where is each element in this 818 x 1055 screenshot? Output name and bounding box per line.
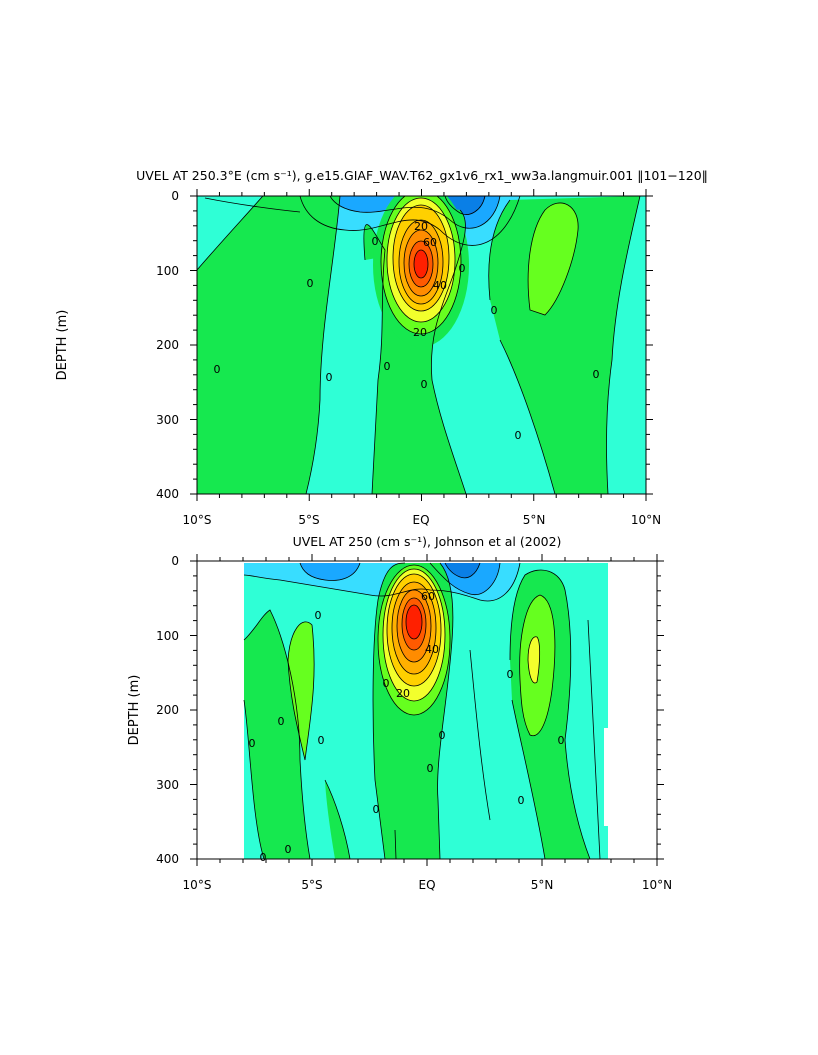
panel-2-x-tick-label: 10°N (642, 878, 672, 892)
panel-2-contour-label: 0 (373, 803, 380, 816)
panel-1-title: UVEL AT 250.3°E (cm s⁻¹), g.e15.GIAF_WAV… (136, 168, 708, 183)
panel-1-x-axis: 10°S 5°S EQ 5°N 10°N (183, 513, 662, 527)
panel-1-contour-label: 40 (433, 279, 447, 292)
panel-2-contour-label: 0 (558, 734, 565, 747)
panel-1-contour-label: 0 (326, 371, 333, 384)
panel-2-contour-label: 0 (518, 794, 525, 807)
panel-1: UVEL AT 250.3°E (cm s⁻¹), g.e15.GIAF_WAV… (55, 168, 708, 527)
panel-2-contour-lines (243, 562, 601, 859)
panel-2-y-tick-label: 400 (156, 852, 179, 866)
panel-1-contour-labels: 20 60 40 20 0 0 0 0 0 0 0 0 0 0 (214, 220, 600, 442)
panel-2-y-axis: 0 100 200 300 400 DEPTH (m) (127, 554, 179, 866)
panel-1-contour-field (197, 196, 646, 494)
panel-1-north-lobe (528, 202, 579, 315)
panel-1-contour-label: 0 (372, 235, 379, 248)
panel-1-contour-label: 0 (593, 368, 600, 381)
panel-1-contour-lines (197, 196, 641, 494)
panel-2-contour-label: 40 (425, 643, 439, 656)
panel-1-contour-label: 0 (307, 277, 314, 290)
panel-2-westward-band-2 (300, 563, 360, 581)
panel-2-jet-core (378, 565, 450, 715)
panel-1-contour-label: 20 (413, 326, 427, 339)
panel-2-y-tick-label: 200 (156, 703, 179, 717)
panel-2-contour-label: 0 (318, 734, 325, 747)
panel-2-contour-label: 0 (315, 609, 322, 622)
panel-1-ticks (190, 189, 653, 501)
panel-2-contour-field (197, 561, 657, 859)
panel-1-contour-label: 20 (414, 220, 428, 233)
panel-2-x-tick-label: 5°N (531, 878, 554, 892)
panel-2-south-lobe (288, 621, 315, 760)
panel-2-y-tick-label: 300 (156, 778, 179, 792)
panel-1-y-tick-label: 200 (156, 338, 179, 352)
panel-2-x-tick-label: 10°S (183, 878, 212, 892)
panel-1-y-tick-label: 100 (156, 264, 179, 278)
panel-1-x-tick-label: 5°S (298, 513, 319, 527)
panel-2-south-band-east (325, 780, 350, 859)
panel-1-x-tick-label: 10°N (631, 513, 661, 527)
panel-1-x-tick-label: EQ (412, 513, 429, 527)
panel-1-y-axis-label: DEPTH (m) (55, 310, 70, 381)
panel-1-south-lobe (197, 196, 340, 494)
panel-1-contour-label: 60 (423, 236, 437, 249)
panel-2-contour-label: 0 (278, 715, 285, 728)
panel-2-westward-core (445, 563, 480, 578)
panel-1-x-tick-label: 10°S (183, 513, 212, 527)
panel-1-x-tick-label: 5°N (523, 513, 546, 527)
panel-1-contour-label: 0 (214, 363, 221, 376)
panel-2-westward-band-3 (430, 563, 500, 595)
panel-1-westward-core (445, 196, 485, 215)
panel-2-contour-label: 60 (421, 590, 435, 603)
panel-2-x-tick-label: EQ (418, 878, 435, 892)
panel-1-y-tick-label: 300 (156, 413, 179, 427)
panel-2-contour-label: 0 (383, 677, 390, 690)
panel-1-y-tick-label: 0 (171, 189, 179, 203)
panel-2-north-core (528, 636, 540, 684)
panel-1-contour-label: 0 (384, 360, 391, 373)
panel-2-ticks (190, 554, 664, 866)
panel-1-contour-label: 0 (421, 378, 428, 391)
panel-1-north-band (488, 196, 640, 494)
panel-1-y-axis: 0 100 200 300 400 DEPTH (m) (55, 189, 179, 501)
panel-2-contour-labels: 60 40 20 0 0 0 0 0 0 0 0 0 0 0 0 0 (249, 590, 565, 864)
panel-2-contour-label: 0 (285, 843, 292, 856)
panel-2-contour-label: 0 (249, 737, 256, 750)
panel-1-y-tick-label: 400 (156, 487, 179, 501)
panel-2: UVEL AT 250 (cm s⁻¹), Johnson et al (200… (127, 534, 672, 892)
panel-1-contour-label: 0 (459, 262, 466, 275)
panel-2-y-tick-label: 0 (171, 554, 179, 568)
panel-2-contour-label: 0 (439, 729, 446, 742)
panel-2-title: UVEL AT 250 (cm s⁻¹), Johnson et al (200… (293, 534, 562, 549)
panel-2-contour-label: 20 (396, 687, 410, 700)
panel-2-x-tick-label: 5°S (301, 878, 322, 892)
panel-2-contour-label: 0 (260, 851, 267, 864)
panel-2-y-tick-label: 100 (156, 629, 179, 643)
panel-2-x-axis: 10°S 5°S EQ 5°N 10°N (183, 878, 673, 892)
panel-2-contour-label: 0 (427, 762, 434, 775)
panel-2-south-band (244, 610, 310, 859)
panel-2-contour-label: 0 (507, 668, 514, 681)
panel-1-contour-label: 0 (491, 304, 498, 317)
panel-1-contour-label: 0 (515, 429, 522, 442)
panel-2-y-axis-label: DEPTH (m) (127, 675, 142, 746)
